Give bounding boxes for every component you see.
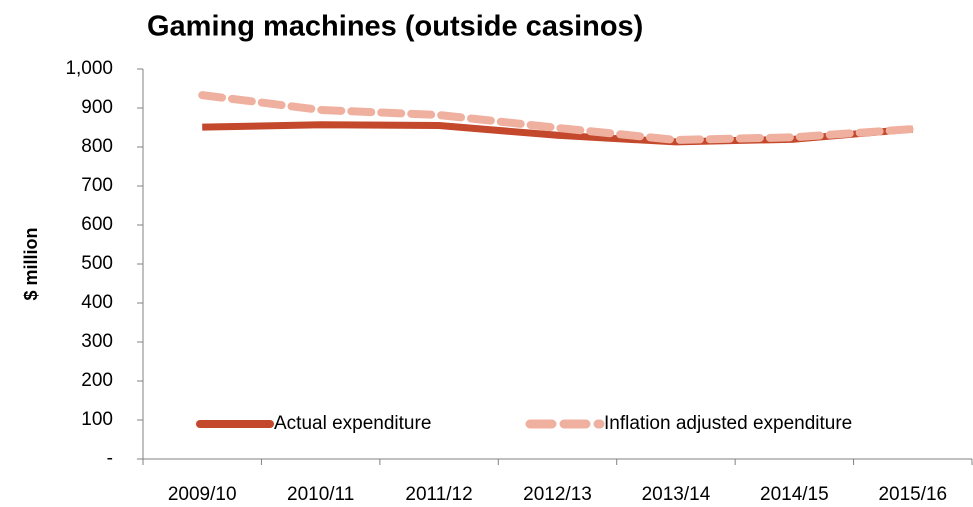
y-tick-label: - xyxy=(107,448,113,469)
y-tick-label: 900 xyxy=(81,97,113,118)
x-tick-label: 2011/12 xyxy=(405,484,472,505)
x-tick-label: 2014/15 xyxy=(760,484,829,505)
x-tick-label: 2009/10 xyxy=(168,484,237,505)
x-tick-label: 2012/13 xyxy=(523,484,592,505)
y-tick-label: 700 xyxy=(81,175,113,196)
x-tick-label: 2010/11 xyxy=(287,484,354,505)
y-tick-label: 200 xyxy=(81,370,113,391)
line-series xyxy=(198,91,917,144)
y-tick-label: 500 xyxy=(81,253,113,274)
x-tick-label: 2015/16 xyxy=(878,484,947,505)
legend-label: Inflation adjusted expenditure xyxy=(604,413,852,434)
legend-label: Actual expenditure xyxy=(274,413,431,434)
y-tick-label: 600 xyxy=(81,214,113,235)
y-tick-label: 800 xyxy=(81,136,113,157)
y-tick-label: 100 xyxy=(81,409,113,430)
y-tick-label: 400 xyxy=(81,292,113,313)
y-tick-label: 1,000 xyxy=(65,58,113,79)
y-axis-label: $ million xyxy=(21,227,41,300)
x-tick-label: 2013/14 xyxy=(642,484,711,505)
y-tick-label: 300 xyxy=(81,331,113,352)
chart-title: Gaming machines (outside casinos) xyxy=(147,11,643,43)
line-series xyxy=(202,121,914,146)
